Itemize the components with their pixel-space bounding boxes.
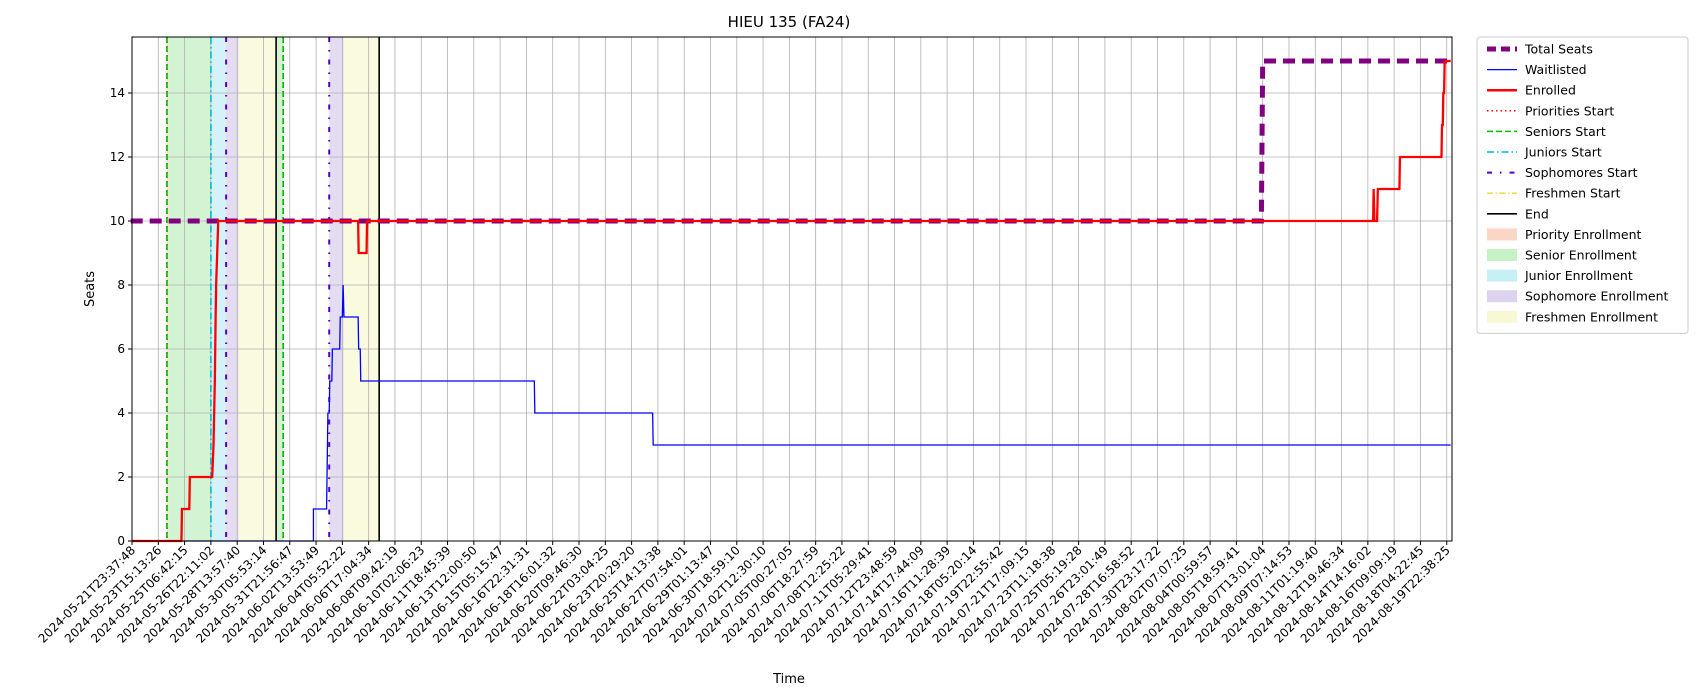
chart-title: HIEU 135 (FA24) [728,13,851,31]
enrollment-span [168,37,211,541]
legend-label: End [1525,206,1549,221]
y-axis-label: Seats [83,271,98,307]
enrollment-span [226,37,239,541]
y-tick-label: 12 [110,150,125,164]
legend-label: Freshmen Start [1525,186,1621,201]
y-tick-label: 8 [117,278,125,292]
enrollment-span [343,37,380,541]
enrollment-span [166,37,169,541]
legend-label: Waitlisted [1525,62,1587,77]
x-axis-label: Time [772,672,805,687]
legend-label: Total Seats [1524,42,1593,57]
plot-frame [131,36,1453,542]
plot-area: 024681012142024-05-21T23:37:482024-05-23… [36,36,1453,646]
series-line [132,284,1451,542]
legend-label: Priority Enrollment [1525,227,1642,242]
y-tick-label: 10 [110,214,125,228]
legend-label: Seniors Start [1525,124,1606,139]
legend-patch-swatch [1487,249,1517,261]
y-tick-label: 14 [110,86,125,100]
legend-label: Priorities Start [1525,103,1614,118]
legend-box [1476,36,1689,334]
y-tick-label: 4 [117,406,125,420]
legend-patch-swatch [1487,290,1517,303]
legend-patch-swatch [1487,269,1517,282]
y-tick-label: 0 [117,534,125,548]
enrollment-span [329,37,344,541]
y-tick-label: 2 [117,470,125,484]
legend-label: Freshmen Enrollment [1525,309,1658,324]
legend-label: Sophomore Enrollment [1525,289,1669,304]
legend-label: Junior Enrollment [1524,268,1633,283]
legend-patch-swatch [1487,310,1517,323]
legend-label: Sophomores Start [1525,165,1638,180]
series-line [132,59,1451,543]
legend: Total Seats Waitlisted Enrolled Priorities … [1476,36,1689,334]
legend-label: Enrolled [1525,83,1576,98]
y-tick-label: 6 [117,342,125,356]
legend-patch-swatch [1487,228,1517,241]
enrollment-span [238,37,277,541]
legend-label: Senior Enrollment [1525,248,1637,263]
legend-label: Juniors Start [1524,145,1602,160]
enrollment-span [276,37,284,541]
